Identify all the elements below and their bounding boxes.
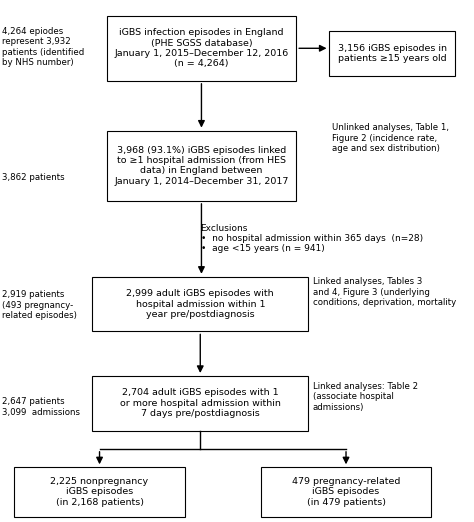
FancyBboxPatch shape (261, 467, 431, 517)
Text: 479 pregnancy-related
iGBS episodes
(in 479 patients): 479 pregnancy-related iGBS episodes (in … (292, 477, 400, 507)
FancyBboxPatch shape (329, 31, 455, 76)
Text: Linked analyses: Table 2
(associate hospital
admissions): Linked analyses: Table 2 (associate hosp… (313, 382, 418, 412)
Text: 3,968 (93.1%) iGBS episodes linked
to ≥1 hospital admission (from HES
data) in E: 3,968 (93.1%) iGBS episodes linked to ≥1… (114, 146, 289, 186)
FancyBboxPatch shape (92, 376, 308, 431)
Text: iGBS infection episodes in England
(PHE SGSS database)
January 1, 2015–December : iGBS infection episodes in England (PHE … (114, 28, 289, 68)
Text: Linked analyses, Tables 3
and 4, Figure 3 (underlying
conditions, deprivation, m: Linked analyses, Tables 3 and 4, Figure … (313, 277, 456, 307)
Text: 2,919 patients
(493 pregnancy-
related episodes): 2,919 patients (493 pregnancy- related e… (2, 290, 77, 321)
Text: Exclusions
•  no hospital admission within 365 days  (n=28)
•  age <15 years (n : Exclusions • no hospital admission withi… (201, 223, 423, 254)
Text: 2,999 adult iGBS episodes with
hospital admission within 1
year pre/postdiagnosi: 2,999 adult iGBS episodes with hospital … (127, 289, 274, 319)
Text: 2,704 adult iGBS episodes with 1
or more hospital admission within
7 days pre/po: 2,704 adult iGBS episodes with 1 or more… (120, 388, 281, 418)
Text: 3,862 patients: 3,862 patients (2, 173, 65, 182)
FancyBboxPatch shape (14, 467, 185, 517)
FancyBboxPatch shape (107, 130, 296, 201)
FancyBboxPatch shape (107, 16, 296, 81)
Text: 3,156 iGBS episodes in
patients ≥15 years old: 3,156 iGBS episodes in patients ≥15 year… (338, 44, 447, 63)
Text: 2,647 patients
3,099  admissions: 2,647 patients 3,099 admissions (2, 397, 81, 417)
Text: 2,225 nonpregnancy
iGBS episodes
(in 2,168 patients): 2,225 nonpregnancy iGBS episodes (in 2,1… (50, 477, 149, 507)
FancyBboxPatch shape (92, 277, 308, 331)
Text: 4,264 epiodes
represent 3,932
patients (identified
by NHS number): 4,264 epiodes represent 3,932 patients (… (2, 27, 85, 67)
Text: Unlinked analyses, Table 1,
Figure 2 (incidence rate,
age and sex distribution): Unlinked analyses, Table 1, Figure 2 (in… (332, 123, 449, 153)
